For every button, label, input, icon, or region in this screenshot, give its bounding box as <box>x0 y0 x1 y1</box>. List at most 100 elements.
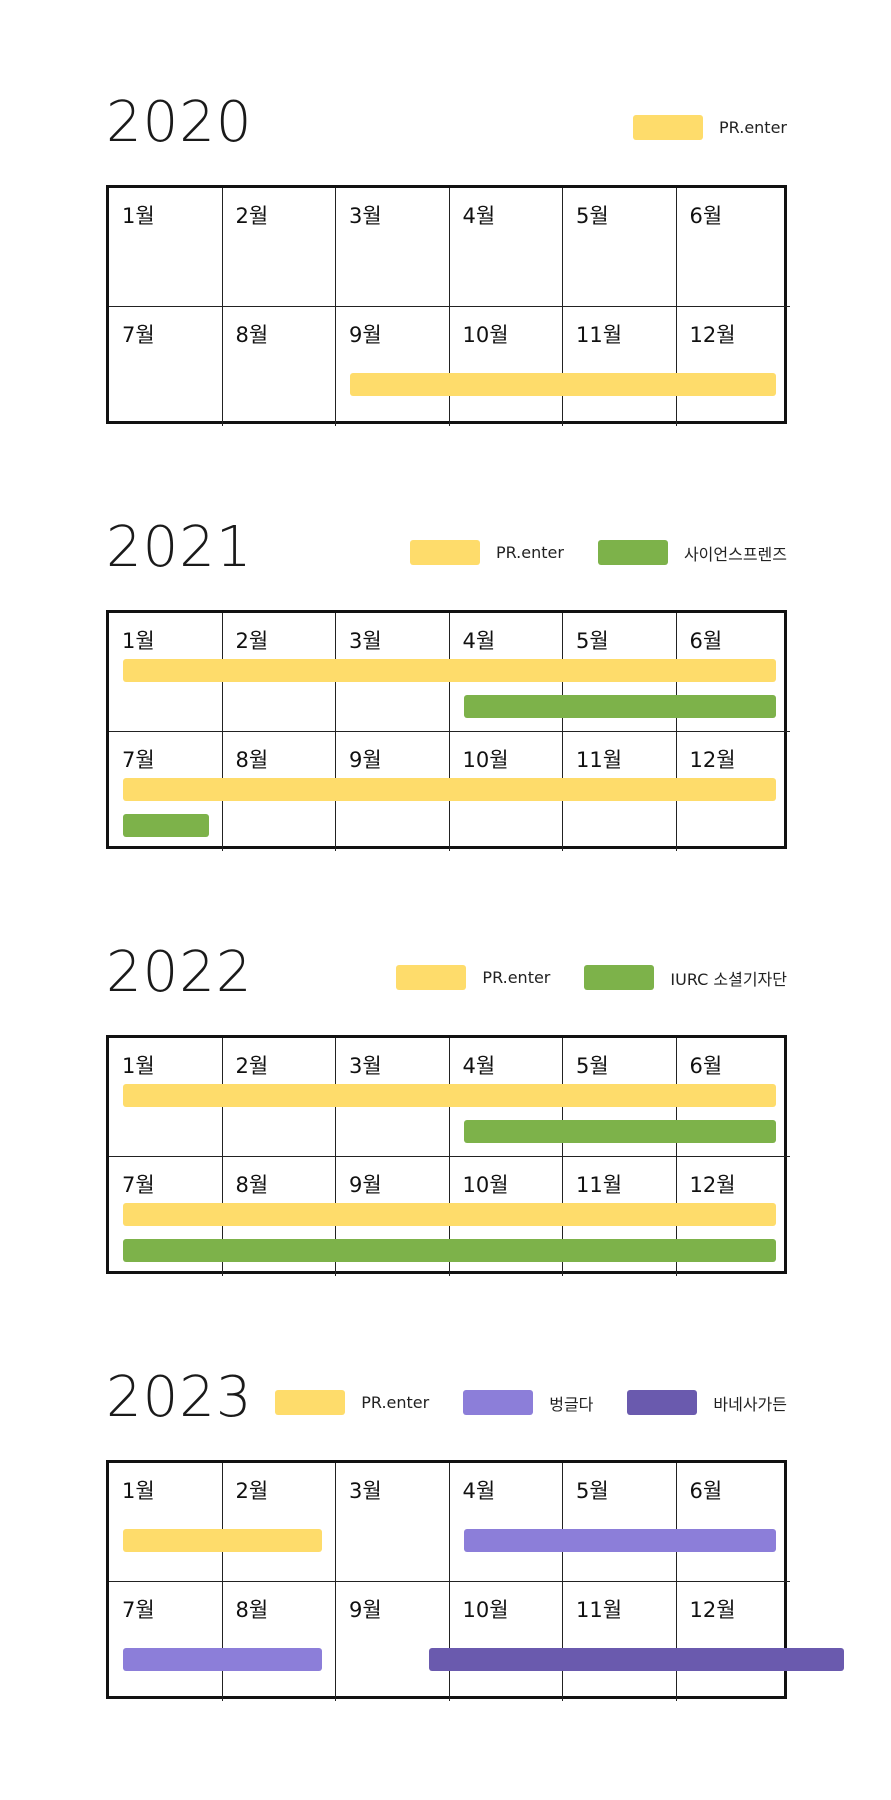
month-label: 4월 <box>462 204 496 228</box>
month-label: 11월 <box>576 1173 623 1197</box>
schedule-bar <box>123 1203 776 1226</box>
legend-item: 벙글다 <box>463 1390 593 1415</box>
legend: PR.enter <box>633 115 787 140</box>
month-label: 2월 <box>235 204 269 228</box>
month-label: 12월 <box>689 748 736 772</box>
month-cell: 3월 <box>336 188 450 307</box>
legend-item: PR.enter <box>396 965 550 990</box>
legend-label: PR.enter <box>495 543 564 562</box>
schedule-bar <box>123 659 776 682</box>
month-label: 5월 <box>576 204 609 228</box>
month-label: 8월 <box>235 323 269 347</box>
month-label: 6월 <box>689 1054 723 1078</box>
month-label: 10월 <box>462 748 509 772</box>
year-title: 2020 <box>106 90 253 155</box>
schedule-bar <box>123 1239 776 1262</box>
legend-item: 바네사가든 <box>627 1390 787 1415</box>
month-cell: 10월 <box>450 307 563 426</box>
month-cell: 5월 <box>563 613 677 732</box>
month-cell: 12월 <box>677 732 791 851</box>
schedule-bar <box>123 1648 322 1671</box>
month-label: 9월 <box>349 1598 382 1622</box>
legend-swatch <box>584 965 655 990</box>
month-cell: 4월 <box>449 1463 563 1582</box>
legend-item: PR.enter <box>633 115 787 140</box>
month-label: 10월 <box>462 1598 509 1622</box>
schedule-bar <box>123 778 776 801</box>
month-cell: 11월 <box>563 1582 677 1701</box>
month-label: 6월 <box>689 204 723 228</box>
year-section-2023: 2023 PR.enter 벙글다 바네사가든 1월 2월 3월 4월 5월 6월 7월 8월 9월 10… <box>106 1370 845 1701</box>
month-label: 3월 <box>349 1479 382 1503</box>
month-label: 1월 <box>122 629 155 653</box>
month-cell: 9월 <box>336 307 450 426</box>
legend-swatch <box>633 115 704 140</box>
month-label: 9월 <box>349 1173 382 1197</box>
month-cell: 5월 <box>563 188 677 307</box>
month-label: 3월 <box>349 204 382 228</box>
month-label: 8월 <box>235 1173 269 1197</box>
legend-swatch <box>409 540 480 565</box>
month-label: 3월 <box>349 629 382 653</box>
legend-swatch <box>463 1390 534 1415</box>
month-label: 11월 <box>576 748 623 772</box>
month-label: 2월 <box>235 1054 269 1078</box>
schedule-bar <box>123 1529 322 1552</box>
calendar-grid: 1월 2월 3월 4월 5월 6월 7월 8월 9월 10월 11월 12월 <box>106 185 790 426</box>
legend-item: PR.enter <box>409 540 564 565</box>
month-label: 5월 <box>576 629 609 653</box>
legend-swatch <box>627 1390 698 1415</box>
calendar-grid: 1월 2월 3월 4월 5월 6월 7월 8월 9월 10월 11월 12월 <box>106 1035 790 1276</box>
month-cell: 1월 <box>109 1463 223 1582</box>
calendar-grid: 1월 2월 3월 4월 5월 6월 7월 8월 9월 10월 11월 12월 <box>106 1460 845 1701</box>
month-label: 9월 <box>349 323 382 347</box>
month-cell: 6월 <box>676 1463 790 1582</box>
legend-item: PR.enter <box>275 1390 429 1415</box>
month-cell: 12월 <box>677 1582 791 1701</box>
month-label: 9월 <box>349 748 382 772</box>
month-cell: 5월 <box>563 1463 677 1582</box>
year-section-2021: 2021 PR.enter 사이언스프렌즈 1월 2월 3월 4월 5월 6월 7월 8월 9월 10월… <box>106 515 790 851</box>
month-label: 6월 <box>689 629 723 653</box>
schedule-bar <box>463 1529 776 1552</box>
legend: PR.enter 벙글다 바네사가든 <box>275 1390 787 1415</box>
legend-label: PR.enter <box>361 1393 430 1412</box>
legend-label: 벙글다 <box>549 1394 594 1414</box>
month-label: 2월 <box>235 629 269 653</box>
month-cell: 6월 <box>676 188 790 307</box>
legend-swatch <box>275 1390 346 1415</box>
month-label: 4월 <box>462 629 496 653</box>
legend-label: PR.enter <box>482 968 551 987</box>
month-cell: 2월 <box>222 1463 336 1582</box>
legend-label: 사이언스프렌즈 <box>683 544 787 564</box>
schedule-bar <box>463 1120 776 1143</box>
month-cell: 8월 <box>223 307 336 426</box>
month-label: 10월 <box>462 1173 509 1197</box>
month-label: 1월 <box>122 204 155 228</box>
month-label: 8월 <box>235 1598 269 1622</box>
month-cell: 3월 <box>336 1463 450 1582</box>
month-cell: 12월 <box>677 1157 791 1276</box>
month-label: 6월 <box>689 1479 723 1503</box>
schedule-bar <box>123 1084 776 1107</box>
month-cell: 6월 <box>676 613 790 732</box>
month-label: 7월 <box>122 1173 155 1197</box>
month-label: 5월 <box>576 1054 609 1078</box>
month-label: 3월 <box>349 1054 382 1078</box>
month-label: 7월 <box>122 748 155 772</box>
schedule-bar <box>350 373 776 396</box>
year-section-2020: 2020 PR.enter 1월 2월 3월 4월 5월 6월 7월 8월 9월 10월 11월 12월 <box>106 90 790 426</box>
legend-swatch <box>396 965 467 990</box>
month-label: 12월 <box>689 1598 736 1622</box>
month-cell: 8월 <box>223 1582 336 1701</box>
schedule-bar <box>123 814 209 837</box>
month-label: 4월 <box>462 1054 496 1078</box>
legend: PR.enter IURC 소셜기자단 <box>396 965 787 990</box>
month-cell: 4월 <box>449 188 563 307</box>
month-label: 12월 <box>689 323 736 347</box>
month-label: 10월 <box>462 323 509 347</box>
month-cell: 7월 <box>109 307 223 426</box>
month-label: 4월 <box>462 1479 496 1503</box>
legend-label: PR.enter <box>719 118 787 137</box>
year-title: 2021 <box>106 515 253 580</box>
